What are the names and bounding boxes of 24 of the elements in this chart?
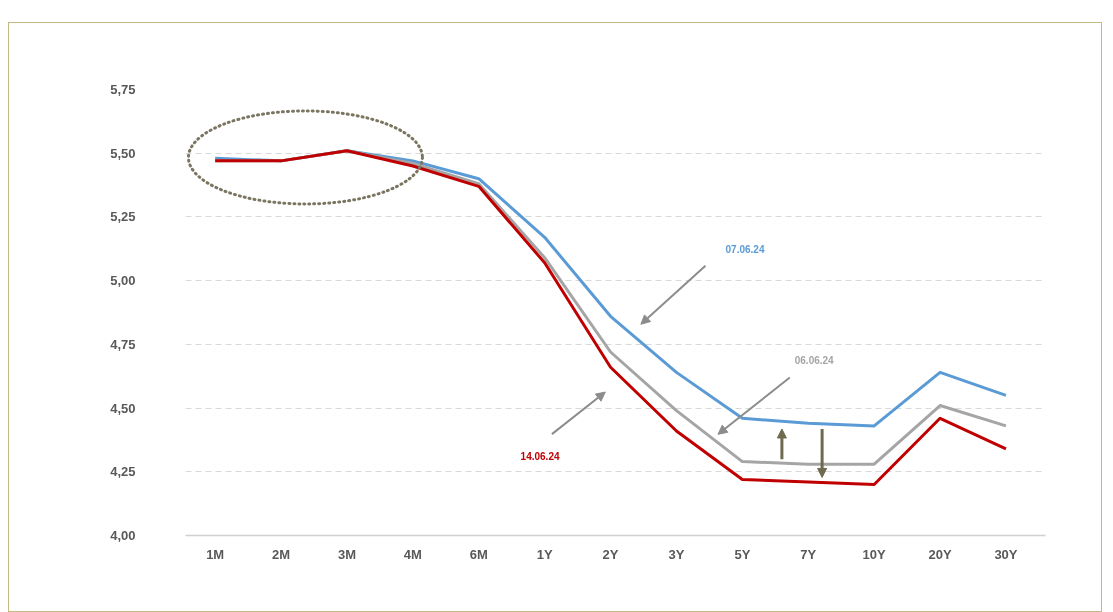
x-tick-label: 1M <box>206 546 225 562</box>
x-tick-label: 3Y <box>668 546 685 562</box>
x-tick-label: 20Y <box>928 546 952 562</box>
y-tick-label: 5,25 <box>110 209 136 225</box>
y-tick-label: 5,75 <box>110 82 136 97</box>
text: 07.06.24 <box>725 243 765 255</box>
x-tick-label: 4M <box>403 546 422 562</box>
y-tick-label: 5,00 <box>110 273 136 289</box>
y-tick-label: 4,75 <box>110 336 136 352</box>
y-tick-label: 4,50 <box>110 400 136 416</box>
text: 14.06.24 <box>520 450 560 462</box>
y-tick-label: 5,50 <box>110 145 136 161</box>
x-tick-label: 6M <box>469 546 488 562</box>
x-tick-label: 2M <box>272 546 291 562</box>
y-tick-label: 4,00 <box>110 528 136 543</box>
x-tick-label: 2Y <box>602 546 619 562</box>
y-tick-label: 4,25 <box>110 464 136 480</box>
x-tick-label: 30Y <box>994 546 1018 562</box>
x-tick-label: 7Y <box>800 546 817 562</box>
x-tick-label: 10Y <box>862 546 887 562</box>
x-tick-label: 3M <box>337 546 356 562</box>
x-tick-label: 5Y <box>734 546 751 562</box>
x-tick-label: 1Y <box>536 546 553 562</box>
text: 06.06.24 <box>794 355 835 367</box>
